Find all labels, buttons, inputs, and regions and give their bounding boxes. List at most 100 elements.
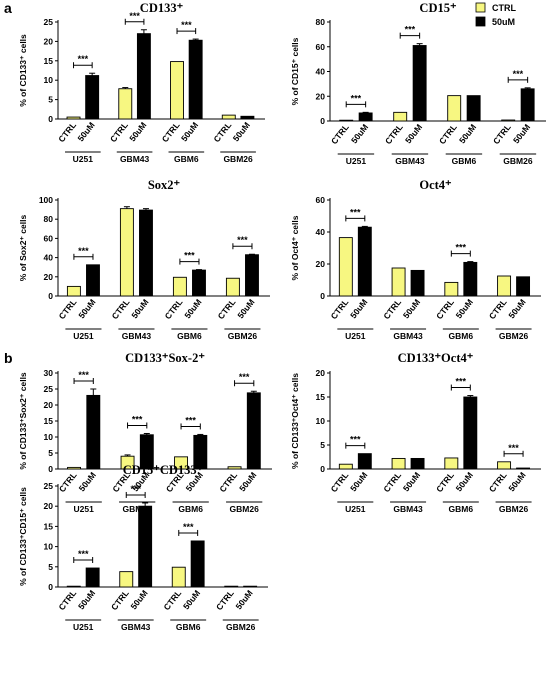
category-label: GBM6 [449, 331, 474, 341]
y-tick-label: 20 [44, 272, 54, 282]
bar-gbm43-ctrl [393, 111, 408, 122]
y-tick-label: 5 [48, 562, 53, 572]
category-label: U251 [73, 331, 94, 341]
bar-label: CTRL [56, 120, 78, 144]
bar-label: 50uM [401, 297, 422, 320]
chart-5: CD133⁺Sox-2⁺ % of CD133⁺Sox2⁺ cells 0 5 10 15… [18, 351, 272, 514]
category-label: U251 [74, 504, 95, 514]
bar-u251-ctrl [338, 463, 353, 470]
category-label: GBM26 [226, 622, 256, 632]
category-label: GBM43 [123, 504, 153, 514]
significance-label: *** [78, 54, 89, 64]
category-label: GBM6 [452, 156, 477, 166]
bar-label: 50uM [511, 122, 532, 145]
y-tick-label: 5 [48, 95, 53, 105]
significance-label: *** [78, 370, 89, 380]
y-axis-label: % of CD133⁺CD15⁺ cells [18, 487, 28, 586]
y-tick-label: 10 [316, 416, 326, 426]
y-tick-label: 15 [44, 56, 54, 66]
bar-label: 50uM [349, 122, 370, 145]
bar-label: CTRL [491, 122, 513, 146]
significance-label: *** [456, 243, 467, 253]
category-label: U251 [73, 622, 94, 632]
category-label: GBM26 [499, 504, 529, 514]
bar-u251-ctrl [339, 119, 354, 122]
bar-gbm6-ctrl [170, 61, 184, 120]
y-axis-label: % of CD133⁺ cells [18, 34, 28, 107]
bar-label: CTRL [163, 297, 185, 321]
category-label: GBM26 [228, 331, 258, 341]
panel-label-a: a [4, 0, 12, 16]
bar-gbm26-50um [240, 115, 255, 120]
y-tick-label: 15 [44, 416, 54, 426]
bar-label: CTRL [161, 588, 183, 612]
bar-label: 50uM [237, 470, 258, 493]
bar-label: 50uM [182, 297, 203, 320]
chart-title: Oct4⁺ [419, 178, 452, 192]
y-tick-label: 80 [44, 214, 54, 224]
bar-label: 50uM [128, 588, 149, 611]
chart-7: CD15⁺CD133⁺ % of CD133⁺CD15⁺ cells 0 5 10 15 2… [18, 463, 268, 632]
y-tick-label: 20 [44, 400, 54, 410]
bar-label: CTRL [437, 122, 459, 146]
bar-u251-50um [85, 75, 100, 120]
y-axis-label: % of Oct4⁺ cells [290, 215, 300, 280]
y-tick-label: 10 [44, 432, 54, 442]
significance-label: *** [351, 93, 362, 103]
chart-title: Sox2⁺ [148, 178, 181, 192]
bar-label: CTRL [434, 297, 456, 321]
bar-gbm26-ctrl [227, 466, 242, 470]
significance-label: *** [78, 549, 89, 559]
category-label: U251 [346, 156, 367, 166]
bar-label: CTRL [381, 297, 403, 321]
y-axis-label: % of CD133⁺Oct4⁺ cells [290, 373, 300, 469]
bar-gbm26-ctrl [224, 585, 239, 588]
bar-label: 50uM [233, 588, 254, 611]
y-tick-label: 0 [48, 464, 53, 474]
y-tick-label: 60 [316, 42, 326, 52]
y-tick-label: 80 [316, 17, 326, 27]
bar-label: CTRL [108, 120, 130, 144]
bar-u251-50um [86, 394, 101, 470]
bar-gbm6-ctrl [172, 276, 187, 297]
bar-gbm26-ctrl [225, 277, 240, 297]
legend-label-50um: 50uM [492, 17, 515, 27]
bar-label: 50uM [506, 470, 527, 493]
significance-label: *** [508, 443, 519, 453]
bar-gbm26-50um [516, 276, 531, 297]
significance-label: *** [239, 372, 250, 382]
bar-u251-ctrl [66, 116, 81, 120]
bar-gbm43-ctrl [119, 208, 134, 297]
category-label: U251 [73, 154, 94, 164]
y-tick-label: 20 [316, 91, 326, 101]
bar-label: CTRL [329, 297, 351, 321]
category-label: GBM43 [393, 331, 423, 341]
category-label: GBM43 [121, 622, 151, 632]
category-label: GBM43 [393, 504, 423, 514]
chart-6: CD133⁺Oct4⁺ % of CD133⁺Oct4⁺ cells 0 5 10 15 2… [290, 351, 541, 514]
bar-label: 50uM [454, 470, 475, 493]
legend: CTRL 50uM [475, 2, 516, 27]
category-label: GBM6 [178, 504, 203, 514]
y-tick-label: 20 [44, 501, 54, 511]
y-tick-label: 100 [39, 195, 53, 205]
bar-gbm43-ctrl [391, 267, 406, 297]
y-tick-label: 25 [44, 17, 54, 27]
bar-gbm6-50um [192, 269, 206, 297]
significance-label: *** [129, 11, 140, 21]
bar-label: CTRL [329, 122, 351, 146]
category-label: GBM6 [174, 154, 199, 164]
bar-gbm26-50um [245, 254, 259, 297]
bar-u251-50um [357, 226, 372, 297]
bar-label: CTRL [214, 588, 236, 612]
y-tick-label: 25 [44, 481, 54, 491]
bar-label: 50uM [348, 297, 369, 320]
significance-label: *** [513, 69, 524, 79]
bar-gbm26-ctrl [497, 461, 512, 470]
y-tick-label: 60 [44, 233, 54, 243]
bar-label: 50uM [77, 470, 98, 493]
bar-gbm6-50um [463, 261, 478, 297]
bar-gbm43-ctrl [118, 88, 133, 120]
bar-label: CTRL [329, 470, 351, 494]
bar-label: 50uM [235, 297, 256, 320]
